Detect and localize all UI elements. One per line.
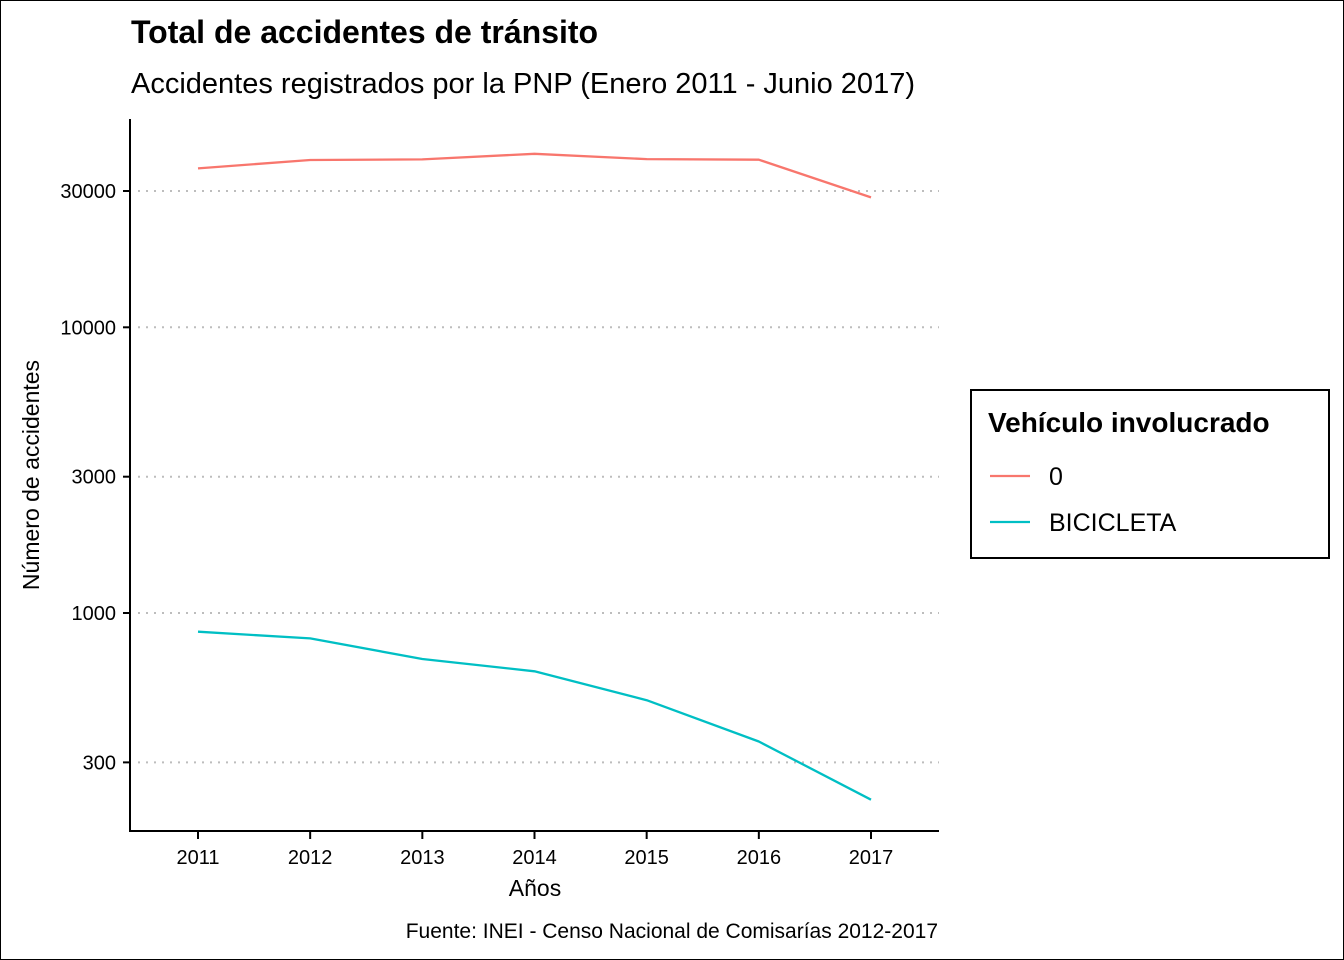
chart-subtitle: Accidentes registrados por la PNP (Enero… (131, 68, 915, 100)
y-tick-label: 3000 (72, 467, 117, 489)
gridlines (138, 190, 939, 764)
x-tick-label: 2012 (288, 847, 333, 869)
chart-title: Total de accidentes de tránsito (131, 14, 598, 50)
x-tick-label: 2016 (737, 847, 782, 869)
x-tick-label: 2017 (849, 847, 894, 869)
legend-title: Vehículo involucrado (988, 407, 1270, 438)
series-line-zero (197, 152, 872, 199)
x-axis-label: Años (509, 875, 561, 901)
x-tick-label: 2011 (176, 847, 219, 869)
y-axis-label: Número de accidentes (18, 360, 44, 590)
x-tick-label: 2014 (512, 847, 557, 869)
y-tick-label: 1000 (72, 603, 117, 625)
y-tick-label: 300 (83, 752, 116, 774)
chart-caption: Fuente: INEI - Censo Nacional de Comisar… (406, 920, 938, 943)
x-tick-label: 2015 (624, 847, 669, 869)
x-axis-ticks: 2011 2012 2013 2014 2015 2016 2017 (176, 831, 893, 869)
y-axis-ticks: 300 1000 3000 10000 30000 (60, 181, 130, 774)
y-tick-label: 30000 (60, 181, 116, 203)
series-lines (197, 152, 872, 801)
series-line-bicicleta (197, 630, 872, 801)
legend-label: BICICLETA (1049, 509, 1177, 537)
x-tick-label: 2013 (400, 847, 445, 869)
legend-items: 0 BICICLETA (990, 463, 1177, 537)
legend-box (970, 389, 1330, 559)
legend: Vehículo involucrado 0 BICICLETA (970, 389, 1330, 559)
legend-label: 0 (1049, 463, 1063, 491)
y-tick-label: 10000 (60, 317, 116, 339)
